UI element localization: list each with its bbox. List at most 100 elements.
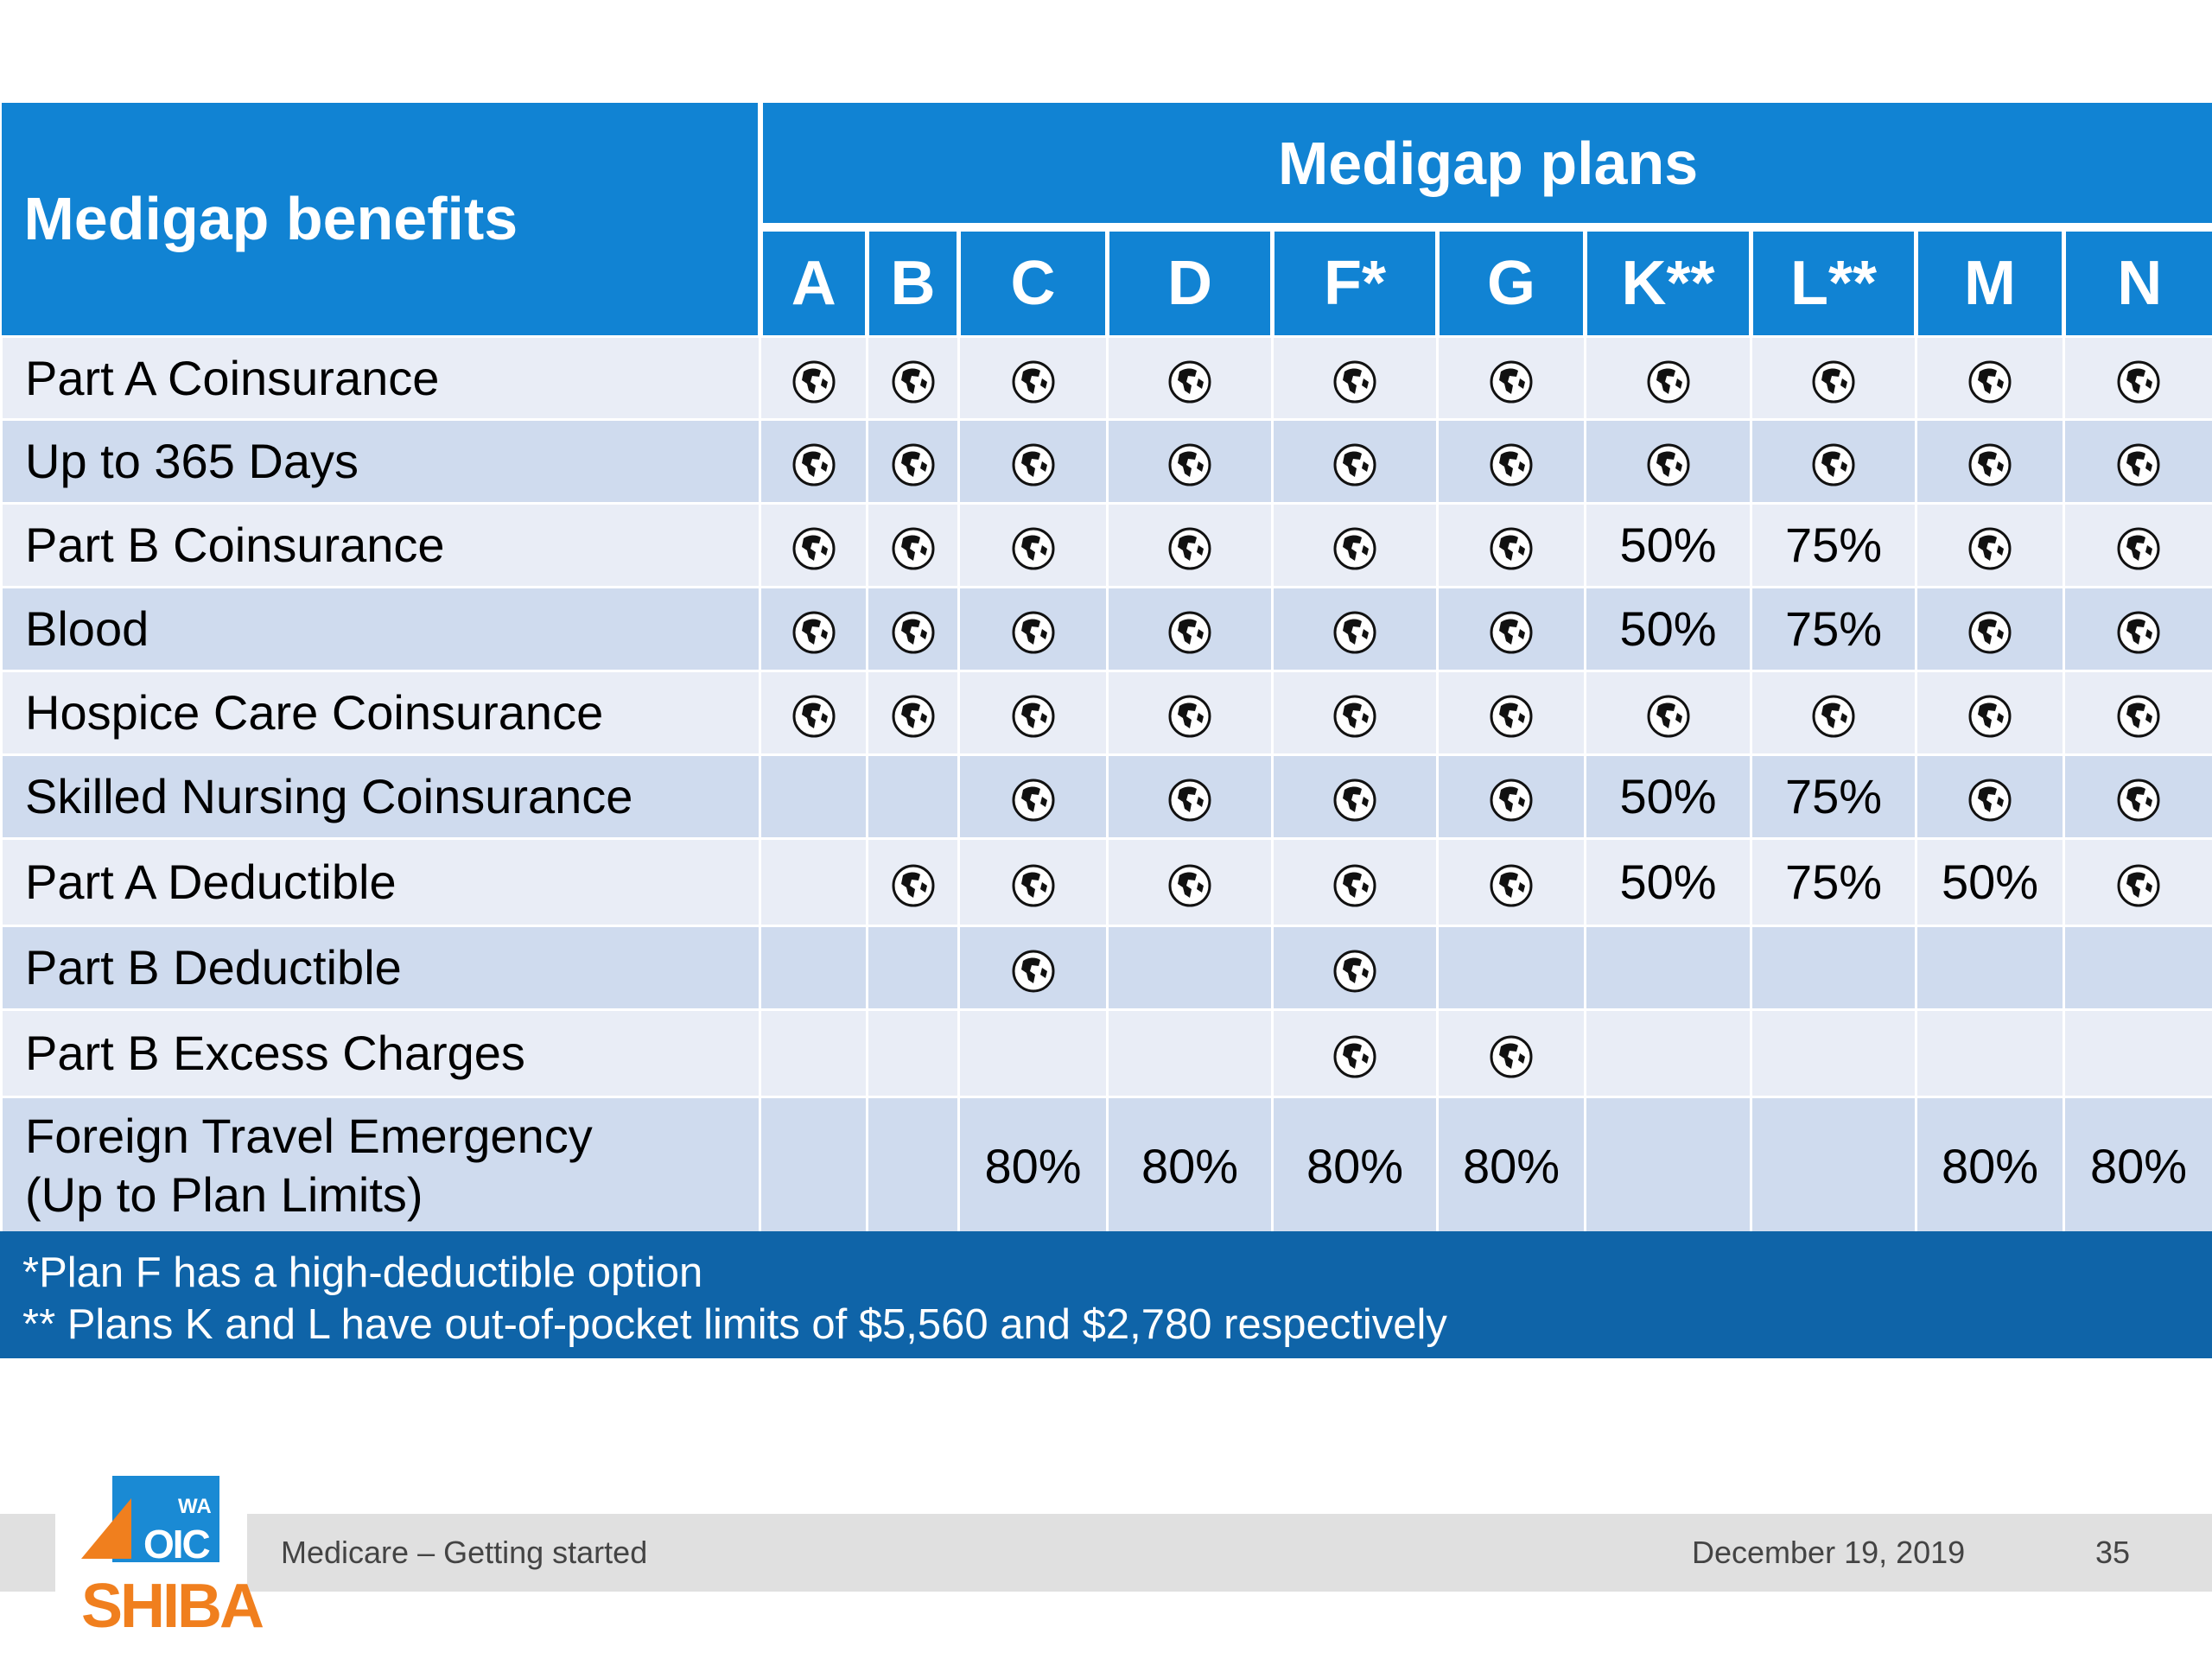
globe-check-icon	[1968, 527, 2012, 570]
plan-cell	[1436, 334, 1586, 421]
plan-cell: 75%	[1750, 753, 1917, 840]
plan-cell	[2062, 753, 2212, 840]
plan-cell	[1915, 753, 2065, 840]
plan-cell	[1271, 334, 1439, 421]
plan-cell	[1915, 585, 2065, 672]
plan-cell	[866, 836, 960, 927]
plan-cell: 80%	[957, 1095, 1109, 1236]
plan-cell: 75%	[1750, 836, 1917, 927]
table-row: Part B Excess Charges	[0, 1007, 2212, 1098]
table-body: Part A Coinsurance Up to 365 Days Part B C…	[0, 334, 2212, 1236]
plan-cell	[1271, 1007, 1439, 1098]
benefit-label: Hospice Care Coinsurance	[0, 669, 761, 756]
plan-cell	[957, 334, 1109, 421]
globe-check-icon	[892, 864, 934, 907]
globe-check-icon	[1647, 443, 1689, 486]
benefit-label: Foreign Travel Emergency (Up to Plan Limi…	[0, 1095, 761, 1236]
footer-date: December 19, 2019	[1692, 1535, 1966, 1570]
coverage-percent: 50%	[1619, 518, 1717, 572]
globe-check-icon	[892, 360, 934, 404]
plan-cell	[1915, 1007, 2065, 1098]
globe-check-icon	[1012, 360, 1054, 404]
plan-cell	[1436, 417, 1586, 505]
globe-check-icon	[892, 443, 934, 486]
globe-check-icon	[1490, 360, 1533, 404]
globe-check-icon	[1490, 779, 1533, 822]
globe-check-icon	[1168, 360, 1211, 404]
plan-cell	[1106, 669, 1274, 756]
footnotes: *Plan F has a high-deductible option ** …	[0, 1231, 2212, 1358]
plan-cell	[2062, 417, 2212, 505]
globe-check-icon	[1812, 443, 1855, 486]
globe-check-icon	[2117, 443, 2160, 486]
plan-cell	[957, 753, 1109, 840]
table-row: Part B Coinsurance 50% 75%	[0, 501, 2212, 588]
plan-cell: 50%	[1584, 585, 1752, 672]
plan-cell	[1271, 753, 1439, 840]
footnote-plan-f: *Plan F has a high-deductible option	[22, 1249, 703, 1296]
plan-cell	[759, 417, 868, 505]
coverage-percent: 80%	[1141, 1138, 1239, 1193]
plan-cell	[759, 1007, 868, 1098]
plan-cell: 80%	[1271, 1095, 1439, 1236]
globe-check-icon	[1968, 443, 2012, 486]
footnote-plans-k-l: ** Plans K and L have out-of-pocket limi…	[22, 1301, 1447, 1348]
globe-check-icon	[1012, 611, 1054, 654]
plan-cell	[1750, 924, 1917, 1011]
plan-cell	[2062, 669, 2212, 756]
footer-bar	[0, 1514, 2212, 1592]
plan-cell	[2062, 1007, 2212, 1098]
footer-title: Medicare – Getting started	[281, 1535, 648, 1570]
globe-check-icon	[1012, 527, 1054, 570]
coverage-percent: 80%	[1462, 1138, 1560, 1193]
plan-header-0: A	[758, 227, 868, 336]
globe-check-icon	[1968, 611, 2012, 654]
plan-header-4: F*	[1270, 227, 1438, 336]
table-row: Part A Coinsurance	[0, 334, 2212, 421]
plan-cell	[1271, 501, 1439, 588]
plan-cell	[1106, 924, 1274, 1011]
plan-letters-row: A B C D F* G K** L** M N	[2, 227, 2212, 336]
plan-cell	[1584, 1007, 1752, 1098]
globe-check-icon	[1490, 527, 1533, 570]
plan-cell	[2062, 334, 2212, 421]
plan-cell	[1436, 753, 1586, 840]
plan-cell	[1915, 501, 2065, 588]
plan-header-5: G	[1435, 227, 1586, 336]
plan-cell: 80%	[2062, 1095, 2212, 1236]
benefits-header: Medigap benefits	[1, 103, 763, 336]
benefit-label: Blood	[0, 585, 761, 672]
plan-cell	[1271, 669, 1439, 756]
globe-check-icon	[1333, 950, 1376, 993]
globe-check-icon	[1012, 864, 1054, 907]
plan-cell	[866, 501, 960, 588]
coverage-percent: 50%	[1619, 601, 1717, 656]
plan-cell: 80%	[1436, 1095, 1586, 1236]
globe-check-icon	[1168, 695, 1211, 738]
coverage-percent: 50%	[1619, 769, 1717, 823]
plan-cell	[957, 501, 1109, 588]
globe-check-icon	[892, 695, 934, 738]
plan-cell	[1436, 501, 1586, 588]
plan-cell	[1436, 1007, 1586, 1098]
plan-cell	[1436, 669, 1586, 756]
plan-cell	[866, 334, 960, 421]
globe-check-icon	[1012, 779, 1054, 822]
globe-check-icon	[1012, 950, 1054, 993]
globe-check-icon	[1168, 611, 1211, 654]
table-row: Part A Deductible 50% 75% 50%	[0, 836, 2212, 927]
plan-cell	[1584, 669, 1752, 756]
plan-cell	[957, 669, 1109, 756]
medigap-table-wrap: Medigap benefits Medigap plans A B C D F* G K*…	[0, 103, 2212, 1236]
plan-cell	[1584, 334, 1752, 421]
plans-header: Medigap plans	[760, 103, 2212, 232]
plan-cell	[1436, 924, 1586, 1011]
plan-cell: 50%	[1915, 836, 2065, 927]
plan-cell: 50%	[1584, 501, 1752, 588]
globe-check-icon	[1647, 360, 1689, 404]
plan-cell	[759, 669, 868, 756]
plan-cell	[1271, 836, 1439, 927]
benefit-label: Part B Deductible	[0, 924, 761, 1011]
plan-cell	[1271, 417, 1439, 505]
plan-cell	[2062, 836, 2212, 927]
